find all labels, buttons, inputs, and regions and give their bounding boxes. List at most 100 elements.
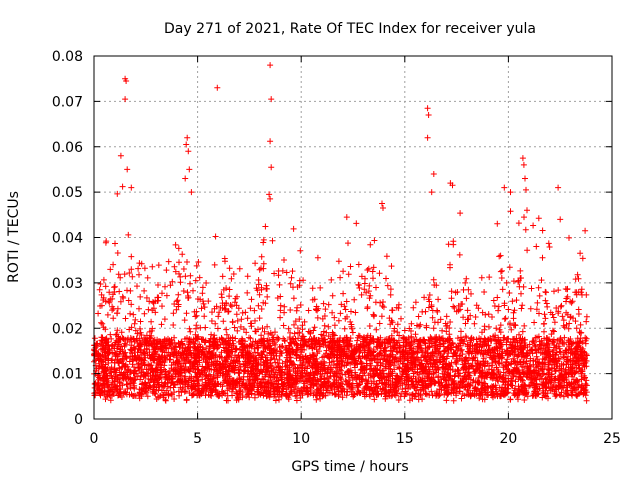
data-point [195, 259, 202, 265]
data-point [564, 293, 571, 300]
data-point [495, 307, 502, 314]
data-point [175, 245, 182, 252]
data-point [354, 334, 361, 341]
data-point [497, 322, 504, 329]
data-point [458, 346, 465, 353]
data-point [560, 317, 567, 324]
data-point [542, 315, 549, 322]
data-point [272, 329, 278, 336]
data-point [110, 391, 117, 397]
data-point [412, 331, 419, 338]
data-point [495, 368, 502, 375]
data-point [122, 349, 129, 356]
data-point [233, 302, 240, 309]
data-point [463, 295, 470, 302]
data-point [358, 273, 365, 280]
data-point [215, 313, 222, 320]
data-point [509, 298, 516, 305]
data-point [221, 255, 228, 262]
data-point [182, 344, 189, 351]
data-point [443, 363, 450, 370]
data-point [260, 236, 267, 243]
data-point [502, 315, 509, 322]
data-point [344, 360, 351, 366]
data-point [281, 338, 288, 345]
data-point [512, 358, 518, 365]
data-point [231, 324, 238, 331]
data-point [376, 320, 383, 327]
data-point [132, 367, 139, 374]
data-point [193, 262, 200, 269]
data-point [156, 375, 163, 381]
data-point [521, 397, 528, 403]
data-point [560, 393, 567, 400]
data-point [119, 183, 126, 190]
data-point [507, 208, 514, 215]
data-point [475, 379, 482, 386]
data-point [322, 306, 329, 313]
data-point [269, 237, 276, 244]
data-point [289, 268, 296, 275]
data-point [233, 311, 240, 318]
data-point [516, 331, 522, 338]
data-point [260, 239, 267, 246]
data-point [198, 336, 205, 343]
data-point [95, 310, 102, 317]
data-point [462, 279, 469, 286]
data-point [555, 287, 562, 294]
data-point [580, 362, 587, 369]
data-point [314, 254, 321, 261]
data-point [371, 237, 378, 244]
data-point [134, 349, 141, 356]
chart-title: Day 271 of 2021, Rate Of TEC Index for r… [164, 21, 536, 37]
data-point [387, 291, 394, 298]
data-point [162, 283, 168, 290]
data-point [539, 227, 546, 234]
data-point [306, 359, 313, 366]
data-point [565, 325, 572, 332]
data-point [277, 307, 284, 314]
data-point [192, 313, 199, 320]
data-point [117, 380, 124, 387]
data-point [578, 286, 585, 293]
data-point [290, 367, 297, 373]
data-point [339, 394, 346, 401]
data-point [501, 334, 508, 341]
data-point [91, 384, 98, 391]
data-point [317, 284, 324, 291]
data-point [196, 274, 203, 281]
data-point [481, 289, 488, 295]
data-point [422, 308, 429, 315]
data-point [412, 299, 419, 306]
data-point [252, 260, 259, 267]
data-point [137, 318, 144, 325]
data-point [478, 274, 485, 281]
data-point [281, 303, 288, 310]
data-point [152, 309, 159, 316]
data-point [334, 370, 341, 377]
data-point [191, 308, 198, 315]
data-point [485, 311, 492, 318]
data-point [294, 325, 301, 332]
data-point [110, 315, 117, 322]
data-point [258, 253, 265, 260]
data-point [370, 264, 377, 271]
data-point [430, 276, 437, 283]
data-point [394, 321, 401, 328]
data-point [522, 226, 529, 233]
data-point [211, 261, 218, 268]
data-point [371, 312, 378, 319]
data-point [503, 279, 510, 286]
data-point [421, 294, 428, 301]
data-point [462, 333, 469, 340]
data-point [329, 309, 336, 316]
data-point [91, 335, 98, 342]
data-point [287, 307, 294, 313]
data-point [332, 391, 339, 398]
data-point [192, 277, 199, 284]
data-point [227, 302, 234, 308]
data-point [179, 251, 186, 258]
data-point [551, 328, 557, 335]
data-point [528, 285, 535, 292]
data-point [165, 258, 172, 265]
